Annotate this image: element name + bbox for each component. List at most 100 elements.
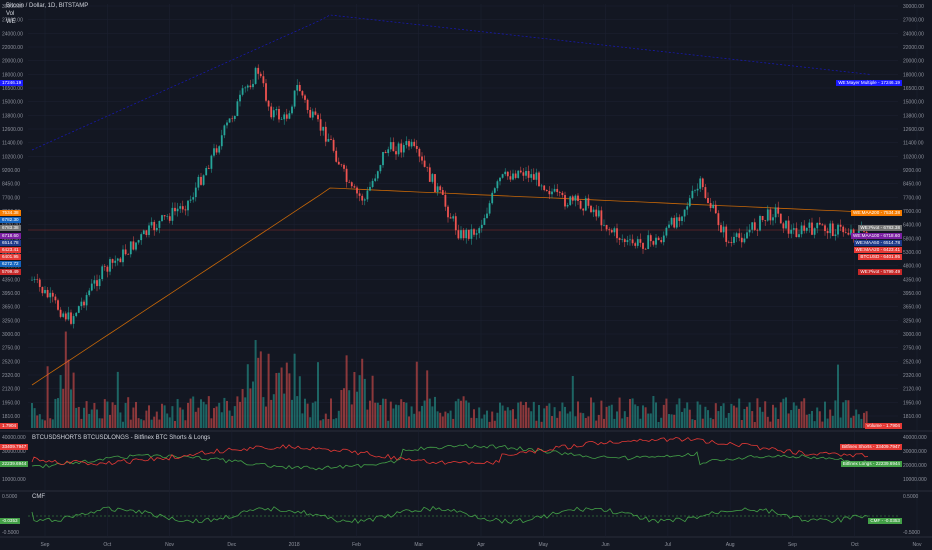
candle-body (543, 185, 546, 191)
cmf-tag: CMF - -0.0353 (868, 518, 902, 524)
price-axis-label-right: 2520.00 (903, 359, 921, 365)
volume-bar (634, 404, 637, 428)
candle-body (389, 142, 392, 150)
candle-body (324, 126, 327, 142)
candle-body (249, 85, 252, 88)
price-axis-label-right: 2750.00 (903, 346, 921, 352)
volume-bar (218, 402, 221, 428)
volume-bar (205, 404, 208, 428)
candle-body (447, 206, 449, 218)
volume-bar (655, 402, 657, 428)
volume-bar (246, 364, 249, 428)
volume-bar (454, 401, 457, 428)
volume-bar (652, 396, 655, 428)
candle-body (80, 301, 83, 307)
candle-body (220, 135, 223, 147)
time-axis-label: Nov (165, 542, 174, 548)
candle-body (499, 177, 501, 182)
volume-bar (517, 402, 520, 428)
time-axis-label: Oct (851, 542, 859, 548)
volume-bar (649, 413, 652, 428)
candle-body (759, 215, 761, 231)
candle-body (493, 188, 496, 193)
candle-body (259, 73, 262, 77)
volume-bar (189, 398, 192, 428)
candle-body (444, 194, 447, 207)
volume-bar (756, 398, 759, 428)
indicator-we-label[interactable]: WE (6, 19, 16, 25)
indicator-vol-label[interactable]: Vol (6, 11, 15, 17)
candle-body (213, 148, 215, 156)
candle-body (592, 209, 595, 213)
candle-body (740, 237, 743, 243)
candle-body (720, 225, 722, 233)
candle-body (142, 230, 145, 235)
volume-bar (168, 417, 171, 428)
candle-body (530, 174, 533, 178)
cmf-panel-title[interactable]: CMF (32, 494, 45, 500)
candle-body (85, 295, 88, 306)
candle-body (366, 190, 369, 200)
price-axis-label-left: 4350.00 (2, 277, 20, 283)
candle-body (818, 222, 821, 225)
volume-bar (647, 413, 650, 428)
candle-body (293, 90, 296, 107)
candle-body (163, 215, 166, 217)
left-tag-ma50: 6514.78 (0, 240, 21, 246)
left-tag-ma100: 6718.60 (0, 233, 21, 239)
price-axis-label-left: 1810.00 (2, 414, 20, 420)
symbol-title[interactable]: Bitcoin / Dollar, 1D, BITSTAMP (6, 3, 89, 9)
candle-body (769, 209, 772, 221)
candle-body (410, 141, 413, 147)
candle-body (241, 88, 244, 95)
price-axis-label-left: 20000.00 (2, 59, 23, 65)
candle-body (473, 229, 475, 235)
candle-body (691, 190, 694, 199)
volume-bar (75, 407, 78, 428)
candle-body (613, 228, 616, 233)
price-axis-label-left: 10200.00 (2, 154, 23, 160)
volume-bar (538, 405, 540, 428)
candle-body (532, 174, 535, 180)
candle-body (756, 229, 759, 231)
candle-body (137, 240, 140, 243)
shorts-longs-panel-title[interactable]: BTCUSDSHORTS BTCUSDLONGS - Bitfinex BTC … (32, 435, 211, 441)
candle-body (304, 95, 306, 100)
price-axis-label-right: 1950.00 (903, 400, 921, 406)
candle-body (730, 242, 733, 243)
candle-body (330, 138, 332, 140)
volume-bar (314, 401, 317, 428)
candle-body (681, 216, 683, 221)
volume-bar (850, 417, 852, 428)
candle-body (343, 164, 345, 169)
candle-body (782, 223, 785, 229)
candle-body (831, 223, 834, 237)
volume-bar (527, 407, 530, 428)
longs-left-tag: 22239.6944 (0, 461, 29, 467)
volume-bar (748, 402, 751, 428)
candle-body (150, 221, 153, 226)
candle-body (488, 203, 491, 214)
volume-bar (158, 419, 161, 428)
volume-bar (491, 411, 494, 428)
volume-bar (519, 401, 522, 428)
volume-bar (301, 413, 304, 428)
price-axis-label-left: 12600.00 (2, 127, 23, 133)
volume-bar (278, 372, 280, 428)
bitfinex-shorts-tag: Bitfinex Shorts - 33409.7947 (840, 444, 902, 450)
volume-bar (93, 402, 96, 428)
candle-body (467, 229, 470, 239)
time-axis-label: Nov (913, 542, 922, 548)
candle-body (761, 215, 764, 221)
price-axis-label-right: 15000.00 (903, 100, 924, 106)
volume-bar (405, 402, 408, 428)
volume-bar (285, 362, 288, 428)
candle-body (155, 227, 158, 231)
candle-body (379, 165, 382, 172)
candle-body (491, 192, 494, 204)
volume-bar (465, 400, 468, 428)
volume-bar (59, 375, 62, 428)
volume-bar (852, 415, 855, 428)
